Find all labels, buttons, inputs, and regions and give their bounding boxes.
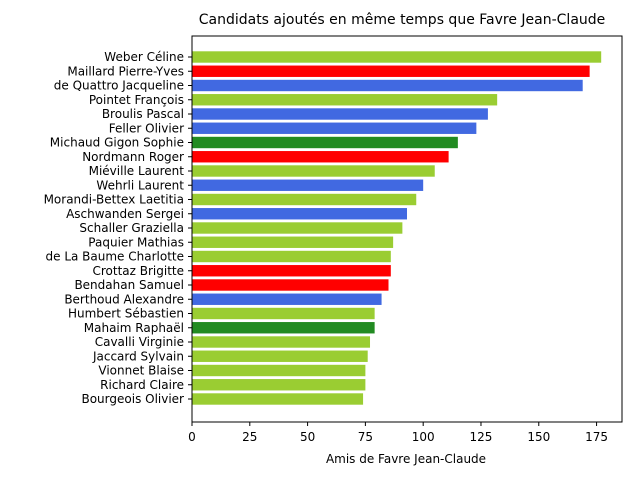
plot-frame bbox=[191, 35, 623, 423]
y-tick-label: Jaccard Sylvain bbox=[92, 349, 184, 363]
y-tick-label: Michaud Gigon Sophie bbox=[50, 136, 184, 150]
y-tick-label: Weber Céline bbox=[104, 50, 184, 64]
y-tick-label: Miéville Laurent bbox=[89, 164, 185, 178]
bar-19 bbox=[192, 322, 375, 334]
y-tick-label: Pointet François bbox=[89, 93, 184, 107]
y-tick-label: Crottaz Brigitte bbox=[92, 264, 184, 278]
bar-4 bbox=[192, 108, 488, 120]
y-tick-label: Bourgeois Olivier bbox=[81, 392, 184, 406]
x-tick-label: 175 bbox=[585, 430, 608, 444]
x-tick-label: 25 bbox=[242, 430, 257, 444]
x-tick-label: 75 bbox=[358, 430, 373, 444]
bars-group bbox=[192, 51, 602, 405]
x-axis-label: Amis de Favre Jean-Claude bbox=[326, 452, 486, 466]
bar-3 bbox=[192, 94, 498, 106]
bar-22 bbox=[192, 364, 366, 377]
y-tick-label: Schaller Graziella bbox=[79, 221, 184, 235]
x-tick-label: 150 bbox=[527, 430, 550, 444]
y-tick-label: Broulis Pascal bbox=[102, 107, 184, 121]
bar-21 bbox=[192, 350, 368, 362]
bar-12 bbox=[192, 222, 403, 234]
bar-7 bbox=[192, 151, 449, 163]
bar-5 bbox=[192, 122, 477, 134]
bar-2 bbox=[192, 79, 583, 92]
bar-0 bbox=[192, 51, 602, 63]
bar-17 bbox=[192, 293, 382, 305]
chart-title: Candidats ajoutés en même temps que Favr… bbox=[199, 12, 606, 28]
y-tick-label: Nordmann Roger bbox=[82, 150, 184, 164]
x-tick-label: 0 bbox=[188, 430, 196, 444]
y-tick-label: Aschwanden Sergei bbox=[66, 207, 184, 221]
bar-20 bbox=[192, 336, 371, 348]
y-tick-label: Feller Olivier bbox=[109, 121, 184, 135]
bar-13 bbox=[192, 236, 394, 248]
bar-11 bbox=[192, 208, 407, 220]
x-ticks-group: 0 25 50 75 100 125 150 175 bbox=[188, 422, 608, 444]
y-tick-label: Richard Claire bbox=[100, 378, 184, 392]
y-tick-label: Mahaim Raphaël bbox=[84, 321, 184, 335]
bar-18 bbox=[192, 307, 375, 320]
x-tick-label: 125 bbox=[470, 430, 493, 444]
y-tick-label: de La Baume Charlotte bbox=[46, 250, 185, 264]
y-tick-label: Humbert Sébastien bbox=[68, 307, 184, 321]
x-tick-label: 50 bbox=[300, 430, 315, 444]
y-tick-label: Wehrli Laurent bbox=[96, 178, 184, 192]
y-tick-label: de Quattro Jacqueline bbox=[54, 79, 184, 93]
bar-14 bbox=[192, 250, 391, 263]
bar-6 bbox=[192, 136, 458, 149]
y-tick-label: Maillard Pierre-Yves bbox=[67, 64, 184, 78]
y-tick-label: Bendahan Samuel bbox=[74, 278, 184, 292]
x-tick-label: 100 bbox=[412, 430, 435, 444]
bar-23 bbox=[192, 379, 366, 391]
bar-8 bbox=[192, 165, 435, 177]
bar-1 bbox=[192, 65, 590, 77]
y-tick-label: Berthoud Alexandre bbox=[64, 292, 184, 306]
bar-15 bbox=[192, 265, 391, 277]
y-tick-label: Vionnet Blaise bbox=[98, 364, 184, 378]
bar-24 bbox=[192, 393, 364, 405]
bar-9 bbox=[192, 179, 424, 191]
y-tick-label: Paquier Mathias bbox=[88, 235, 184, 249]
bar-16 bbox=[192, 279, 389, 291]
y-tick-label: Cavalli Virginie bbox=[95, 335, 184, 349]
bar-10 bbox=[192, 193, 417, 206]
y-tick-label: Morandi-Bettex Laetitia bbox=[44, 193, 184, 207]
